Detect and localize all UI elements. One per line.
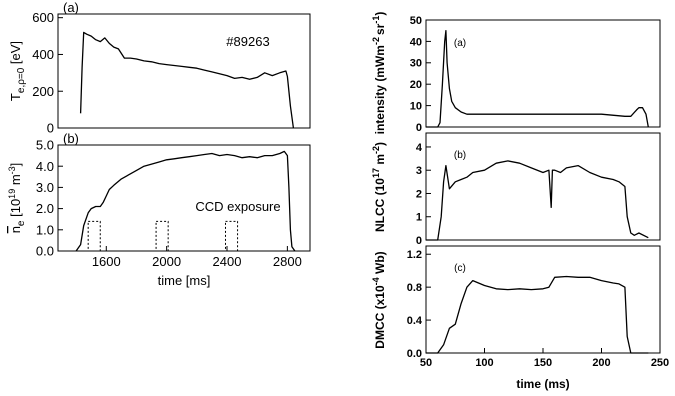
y-tick-label: 400 bbox=[32, 47, 54, 62]
y-ticks: 0 10 20 30 40 50 bbox=[410, 15, 431, 134]
x-tick-label: 2800 bbox=[273, 254, 302, 269]
x-tick-label: 100 bbox=[475, 357, 493, 369]
plot-frame bbox=[425, 132, 661, 241]
right-panel-nlcc: (b) NLCC (1017 m-2) 0 1 2 3 4 bbox=[371, 132, 661, 247]
y-tick-label: 600 bbox=[32, 10, 54, 25]
x-tick-label: 200 bbox=[592, 357, 610, 369]
y-tick-label: 4 bbox=[416, 142, 423, 154]
series-line bbox=[79, 31, 295, 129]
x-tick-label: 250 bbox=[651, 357, 669, 369]
y-tick-label: 2 bbox=[416, 188, 422, 200]
y-tick-label: 1.0 bbox=[36, 222, 54, 237]
series-line bbox=[426, 275, 649, 354]
series-group bbox=[426, 160, 649, 241]
y-tick-label: 40 bbox=[410, 36, 422, 48]
plot-frame bbox=[57, 144, 311, 252]
left-panel-density: (b) CCD exposure ne [1019 m-3] time [ms]… bbox=[7, 131, 311, 288]
y-tick-label: 5.0 bbox=[36, 138, 54, 153]
y-tick-label: 200 bbox=[32, 84, 54, 99]
y-tick-label: 10 bbox=[410, 100, 422, 112]
y-tick-label: 0.8 bbox=[407, 282, 422, 294]
series-line bbox=[75, 150, 296, 252]
x-ticks: 50 100 150 200 250 bbox=[420, 348, 669, 369]
ccd-exposure-annotation: CCD exposure bbox=[195, 199, 280, 214]
panel-label: (c) bbox=[454, 263, 466, 274]
y-tick-label: 30 bbox=[410, 58, 422, 70]
x-tick-label: 2400 bbox=[213, 254, 242, 269]
shot-number-annotation: #89263 bbox=[226, 34, 269, 49]
series-group bbox=[426, 275, 649, 354]
y-tick-label: 1 bbox=[416, 212, 422, 224]
y-tick-label: 3 bbox=[416, 165, 422, 177]
panel-label: (a) bbox=[63, 0, 79, 15]
y-tick-label: 1.2 bbox=[407, 249, 422, 261]
y-tick-label: 0 bbox=[416, 122, 422, 134]
x-tick-label: 50 bbox=[420, 357, 432, 369]
y-tick-label: 0.0 bbox=[407, 348, 422, 360]
right-panel-intensity: (a) intensity (mWm-2sr-1) 0 10 20 30 40 50 bbox=[371, 12, 661, 135]
y-tick-label: 4.0 bbox=[36, 159, 54, 174]
panel-label: (b) bbox=[63, 131, 79, 146]
y-ticks: 0.0 1.0 2.0 3.0 4.0 5.0 bbox=[36, 138, 63, 259]
y-tick-label: 2.0 bbox=[36, 201, 54, 216]
x-ticks: 1600 2000 2400 2800 bbox=[92, 246, 302, 269]
plot-frame bbox=[425, 19, 661, 128]
y-axis-label: intensity (mWm-2sr-1) bbox=[371, 12, 387, 135]
series-line bbox=[426, 160, 649, 241]
y-ticks: 0 200 400 600 bbox=[32, 10, 63, 136]
x-axis-label: time [ms] bbox=[158, 273, 211, 288]
series-group bbox=[75, 150, 296, 252]
y-tick-label: 3.0 bbox=[36, 180, 54, 195]
y-tick-label: 0 bbox=[416, 235, 422, 247]
right-panel-dmcc: (c) DMCC (x10-4 Wb) time (ms) 0.0 0.4 0.8 1… bbox=[371, 245, 669, 391]
panel-label: (a) bbox=[454, 38, 466, 49]
x-tick-label: 2000 bbox=[152, 254, 181, 269]
ccd-exposure-window bbox=[155, 220, 169, 252]
ccd-exposure-window bbox=[224, 220, 239, 252]
x-axis-label: time (ms) bbox=[516, 377, 569, 391]
y-axis-label: ne [1019 m-3] bbox=[7, 163, 27, 234]
y-tick-label: 0.4 bbox=[407, 315, 423, 327]
exposure-windows bbox=[87, 220, 239, 252]
y-tick-label: 50 bbox=[410, 15, 422, 27]
y-axis-label: DMCC (x10-4 Wb) bbox=[371, 251, 387, 348]
plot-frame bbox=[57, 13, 311, 129]
x-tick-label: 1600 bbox=[92, 254, 121, 269]
series-line bbox=[426, 30, 649, 128]
x-tick-label: 150 bbox=[534, 357, 552, 369]
series-group bbox=[426, 30, 649, 128]
y-axis-label: NLCC (1017 m-2) bbox=[371, 142, 387, 232]
left-panel-temperature: (a) #89263 Te,ρ=0 [eV] 0 200 400 600 bbox=[8, 0, 311, 136]
y-axis-label: Te,ρ=0 [eV] bbox=[8, 41, 27, 101]
y-tick-label: 0.0 bbox=[36, 244, 54, 259]
y-ticks: 0 1 2 3 4 bbox=[416, 142, 431, 247]
y-ticks: 0.0 0.4 0.8 1.2 bbox=[407, 249, 431, 360]
y-tick-label: 20 bbox=[410, 79, 422, 91]
y-tick-label: 0 bbox=[47, 121, 54, 136]
panel-label: (b) bbox=[454, 150, 466, 161]
series-group bbox=[79, 31, 295, 129]
ccd-exposure-window bbox=[87, 220, 101, 252]
